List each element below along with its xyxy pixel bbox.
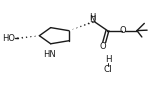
Text: O: O bbox=[100, 42, 106, 51]
Text: HO: HO bbox=[2, 34, 16, 43]
Text: N: N bbox=[90, 15, 96, 24]
Text: Cl: Cl bbox=[104, 65, 113, 74]
Text: O: O bbox=[119, 26, 126, 35]
Text: HN: HN bbox=[43, 50, 56, 59]
Text: H: H bbox=[105, 55, 112, 64]
Text: H: H bbox=[90, 13, 96, 22]
